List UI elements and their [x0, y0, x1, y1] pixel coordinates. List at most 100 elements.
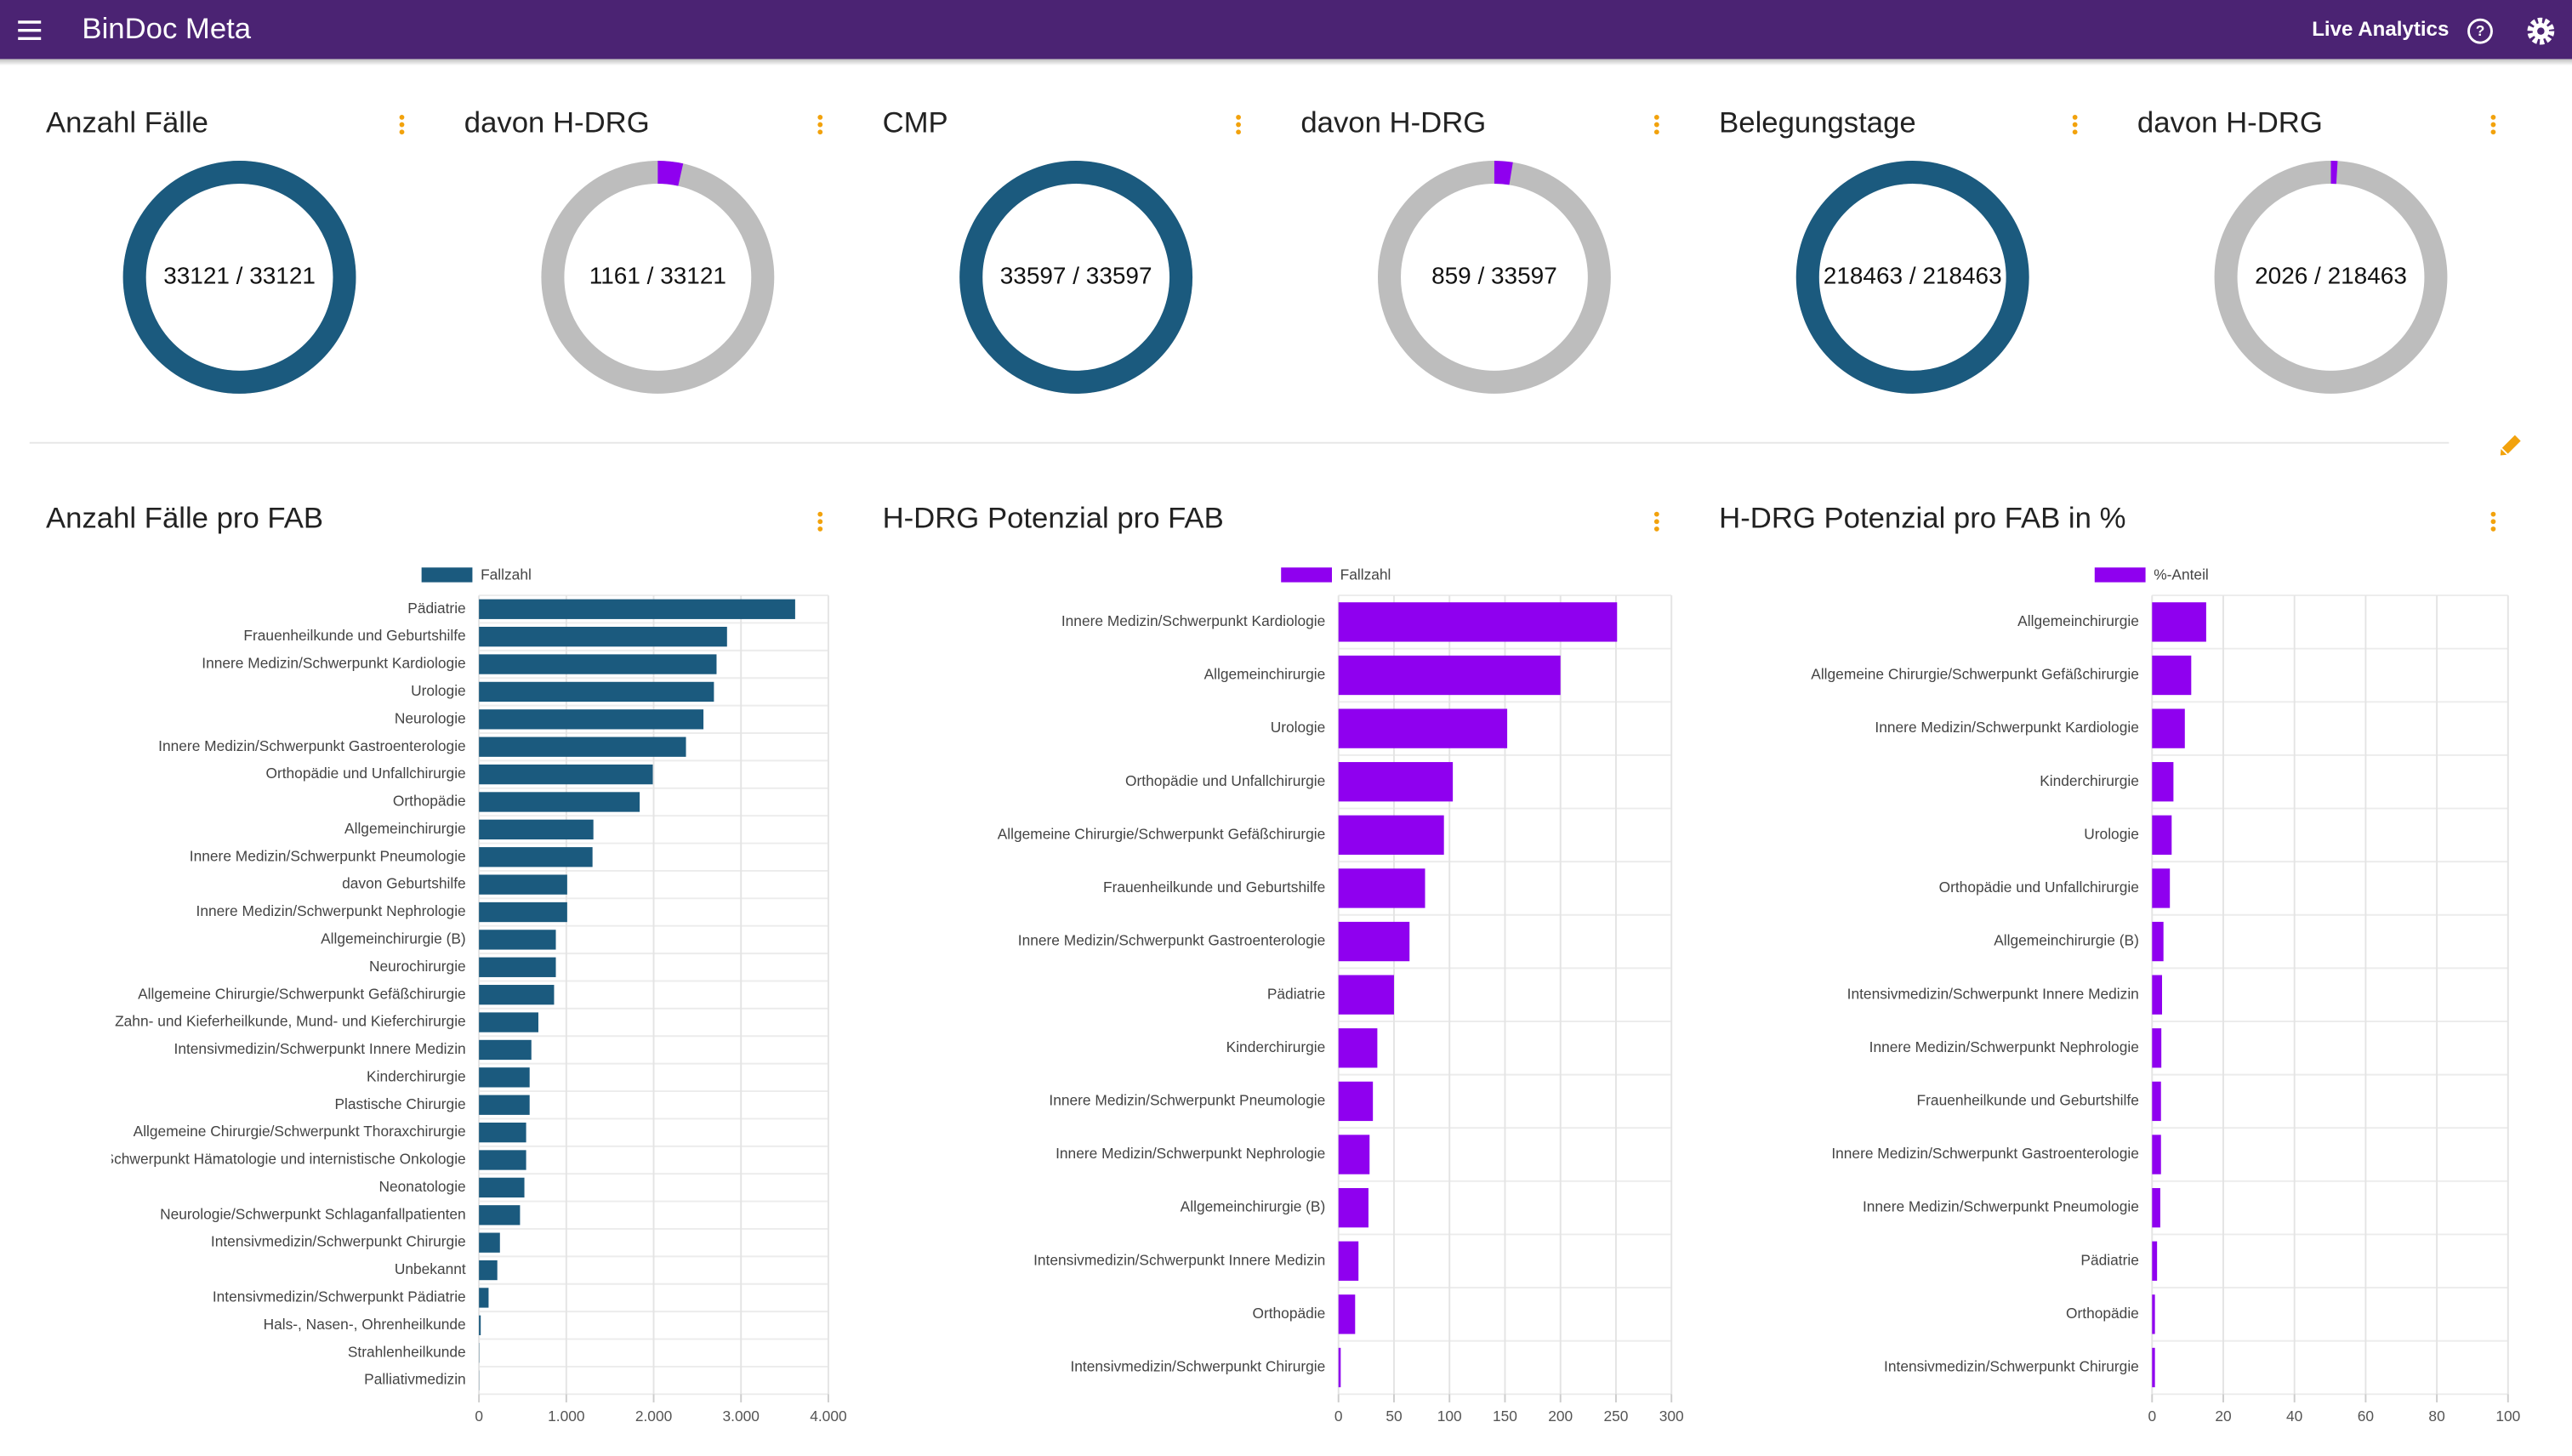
- bar: [479, 1288, 489, 1308]
- category-label: Innere Medizin/Schwerpunkt Kardiologie: [1061, 612, 1325, 629]
- legend-label: Fallzahl: [481, 566, 532, 583]
- category-label: Intensivmedizin/Schwerpunkt Chirurgie: [1070, 1358, 1325, 1375]
- bar: [1338, 868, 1425, 908]
- category-label: Unbekannt: [395, 1260, 466, 1277]
- x-tick-label: 80: [2428, 1408, 2444, 1425]
- menu-button[interactable]: [18, 20, 42, 41]
- x-tick-label: 1.000: [548, 1408, 584, 1425]
- app-title: BinDoc Meta: [82, 13, 251, 45]
- kebab-dot: [2072, 129, 2078, 135]
- category-label: Pädiatrie: [1267, 985, 1325, 1002]
- donut-label: 33121 / 33121: [163, 262, 316, 288]
- category-label: Allgemeinchirurgie (B): [1181, 1198, 1326, 1215]
- donut-arc: [541, 161, 775, 394]
- bar: [2152, 868, 2171, 908]
- menu-kebab[interactable]: [2072, 115, 2078, 135]
- menu-kebab[interactable]: [817, 511, 823, 532]
- category-label: Kinderchirurgie: [1226, 1038, 1326, 1055]
- kebab-dot: [817, 122, 823, 128]
- kebab-dot: [399, 129, 405, 135]
- donut-label: 859 / 33597: [1431, 262, 1557, 288]
- category-label: Pädiatrie: [407, 600, 465, 617]
- category-label: Innere Medizin/Schwerpunkt Gastroenterol…: [158, 737, 466, 754]
- category-label: Orthopädie: [393, 793, 466, 810]
- menu-kebab[interactable]: [1653, 115, 1659, 135]
- category-label: Frauenheilkunde und Geburtshilfe: [243, 627, 465, 644]
- bar: [1338, 1187, 1369, 1228]
- category-label: Intensivmedizin/Schwerpunkt Pädiatrie: [213, 1288, 466, 1305]
- x-tick-label: 60: [2358, 1408, 2374, 1425]
- x-tick-label: 100: [2495, 1408, 2520, 1425]
- kebab-dot: [1236, 115, 1241, 120]
- x-tick-label: 0: [475, 1408, 483, 1425]
- bar: [479, 654, 717, 674]
- bar: [2152, 1135, 2161, 1174]
- bar: [1338, 1081, 1374, 1122]
- category-label: Frauenheilkunde und Geburtshilfe: [1103, 879, 1325, 896]
- bar: [479, 709, 704, 730]
- menu-kebab[interactable]: [2490, 511, 2496, 532]
- bar: [479, 874, 567, 895]
- category-label: Intensivmedizin/Schwerpunkt Chirurgie: [1884, 1358, 2139, 1375]
- category-label: Innere Medizin/Schwerpunkt Gastroenterol…: [1831, 1145, 2139, 1162]
- kebab-dot: [399, 115, 405, 120]
- card-title: Anzahl Fälle pro FAB: [46, 503, 323, 535]
- category-label: Neurologie/Schwerpunkt Schlaganfallpatie…: [160, 1205, 466, 1222]
- settings-button[interactable]: [2527, 17, 2555, 45]
- category-label: Intensivmedizin/Schwerpunkt Chirurgie: [211, 1233, 466, 1250]
- category-label: Allgemeine Chirurgie/Schwerpunkt Gefäßch…: [998, 825, 1326, 842]
- category-label: Urologie: [2084, 825, 2139, 842]
- bar: [2152, 655, 2192, 696]
- category-label: Hals-, Nasen-, Ohrenheilkunde: [264, 1316, 466, 1333]
- card-title: H-DRG Potenzial pro FAB: [883, 503, 1224, 535]
- legend-label: %-Anteil: [2154, 566, 2209, 583]
- category-label: Orthopädie und Unfallchirurgie: [1939, 879, 2139, 896]
- menu-kebab[interactable]: [399, 115, 405, 135]
- category-label: Innere Medizin/Schwerpunkt Hämatologie u…: [3, 1151, 466, 1168]
- kebab-dot: [817, 115, 823, 120]
- card-title: Anzahl Fälle: [46, 107, 208, 139]
- menu-kebab[interactable]: [2490, 115, 2496, 135]
- kebab-dot: [1236, 129, 1241, 135]
- category-label: Intensivmedizin/Schwerpunkt Innere Mediz…: [174, 1040, 466, 1057]
- donut-arc: [959, 161, 1193, 394]
- donut-arc: [2214, 161, 2448, 394]
- category-label: Innere Medizin/Schwerpunkt Pneumologie: [1863, 1198, 2139, 1215]
- kebab-dot: [2490, 122, 2496, 128]
- category-label: Allgemeinchirurgie (B): [321, 930, 466, 947]
- category-label: Intensivmedizin/Schwerpunkt Innere Mediz…: [1847, 985, 2139, 1002]
- x-tick-label: 20: [2215, 1408, 2231, 1425]
- kebab-dot: [399, 122, 405, 128]
- kebab-dot: [1653, 526, 1659, 532]
- bar: [2152, 762, 2174, 802]
- menu-kebab[interactable]: [1653, 511, 1659, 532]
- bar: [1338, 655, 1561, 696]
- bar: [479, 819, 594, 840]
- menu-kebab[interactable]: [1236, 115, 1241, 135]
- bar: [2152, 1187, 2160, 1228]
- category-label: Allgemeine Chirurgie/Schwerpunkt Gefäßch…: [1811, 666, 2139, 683]
- kebab-dot: [1653, 122, 1659, 128]
- bar: [2152, 975, 2163, 1015]
- bar: [2152, 1241, 2158, 1281]
- help-button[interactable]: ?: [2467, 18, 2493, 44]
- svg-text:?: ?: [2476, 22, 2485, 39]
- bar: [479, 957, 556, 977]
- kebab-dot: [2072, 122, 2078, 128]
- bar: [2152, 602, 2206, 642]
- menu-kebab[interactable]: [817, 115, 823, 135]
- category-label: Kinderchirurgie: [367, 1067, 466, 1084]
- x-tick-label: 2.000: [635, 1408, 672, 1425]
- category-label: Innere Medizin/Schwerpunkt Nephrologie: [196, 902, 466, 919]
- kebab-dot: [817, 511, 823, 517]
- category-label: Neonatologie: [378, 1178, 465, 1195]
- edit-button[interactable]: [2497, 435, 2521, 458]
- live-analytics-link[interactable]: Live Analytics: [2312, 18, 2449, 41]
- category-label: Allgemeinchirurgie: [344, 820, 466, 837]
- x-tick-label: 250: [1603, 1408, 1628, 1425]
- bar: [2152, 1081, 2161, 1122]
- bar: [479, 901, 567, 923]
- bar: [2152, 1347, 2155, 1388]
- category-label: Plastische Chirurgie: [334, 1095, 465, 1112]
- app-bar-shadow: [0, 59, 2572, 66]
